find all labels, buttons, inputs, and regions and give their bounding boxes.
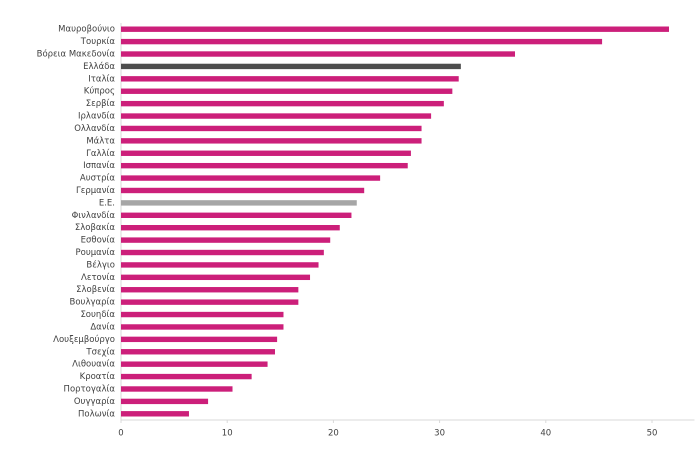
y-tick-label: Γερμανία (76, 186, 115, 196)
y-tick-label: Σλοβενία (76, 285, 115, 295)
bar (121, 373, 252, 380)
x-tick-label: 10 (222, 429, 233, 439)
y-tick-label: Φινλανδία (72, 211, 116, 221)
bar (121, 26, 669, 32)
y-tick-label: Αυστρία (80, 174, 116, 184)
bar (121, 63, 461, 70)
x-tick-label: 20 (328, 429, 339, 439)
bar (121, 88, 453, 94)
bar (121, 324, 284, 330)
y-tick-label: Σλοβακία (75, 223, 116, 233)
bar (121, 212, 352, 218)
y-tick-label: Λετονία (81, 273, 115, 283)
y-tick-label: Ουγγαρία (74, 397, 116, 407)
y-tick-label: Βουλγαρία (70, 298, 116, 308)
y-tick-label: Ιρλανδία (78, 112, 115, 122)
y-tick-label: Σουηδία (80, 310, 115, 320)
bar (121, 225, 340, 231)
bar (121, 311, 284, 318)
bar (121, 287, 299, 293)
y-tick-label: Πορτογαλία (64, 384, 116, 394)
bar (121, 100, 444, 107)
x-tick-label: 0 (118, 429, 123, 439)
bar (121, 113, 432, 119)
bar (121, 299, 299, 305)
x-tick-label: 40 (540, 429, 551, 439)
y-tick-label: Ολλανδία (74, 124, 115, 134)
bar (121, 200, 357, 206)
y-tick-label: Τουρκία (80, 37, 116, 47)
bar (121, 237, 331, 243)
y-tick-label: Δανία (90, 322, 115, 332)
bar (121, 162, 408, 169)
y-tick-label: Ρουμανία (76, 248, 116, 258)
y-tick-label: Βέλγιο (86, 259, 115, 270)
y-tick-label: Γαλλία (86, 149, 115, 159)
bar (121, 386, 233, 392)
bar (121, 76, 459, 82)
x-tick-label: 30 (434, 429, 445, 439)
bar (121, 336, 278, 343)
bar (121, 274, 311, 281)
bar (121, 349, 275, 355)
bar (121, 38, 603, 45)
y-tick-label: Σερβία (86, 99, 116, 109)
bar (121, 150, 411, 156)
y-tick-label: Πολωνία (78, 409, 115, 419)
bar (121, 51, 516, 57)
bar (121, 187, 365, 194)
y-tick-label: Μαυροβούνιο (58, 24, 115, 35)
y-tick-label: Λιθουανία (72, 360, 115, 370)
bar (121, 398, 209, 405)
y-tick-label: Κύπρος (84, 86, 115, 97)
y-tick-label: Εσθονία (81, 236, 116, 246)
bar (121, 361, 268, 367)
y-tick-label: Βόρεια Μακεδονία (37, 49, 116, 60)
y-tick-label: Κροατία (80, 372, 116, 382)
bar (121, 411, 189, 417)
y-tick-label: Μάλτα (86, 136, 115, 146)
bar (121, 249, 324, 256)
y-tick-label: Ε.Ε. (99, 198, 115, 208)
bar (121, 125, 422, 132)
x-tick-label: 50 (647, 429, 658, 439)
bar (121, 175, 381, 181)
bar (121, 138, 422, 144)
y-tick-label: Λουξεμβούργο (53, 334, 115, 345)
y-tick-label: Ελλάδα (83, 62, 115, 72)
y-tick-label: Ισπανία (83, 161, 115, 171)
bar (121, 262, 319, 268)
y-tick-label: Ιταλία (88, 74, 115, 84)
y-tick-label: Τσεχία (85, 347, 115, 357)
